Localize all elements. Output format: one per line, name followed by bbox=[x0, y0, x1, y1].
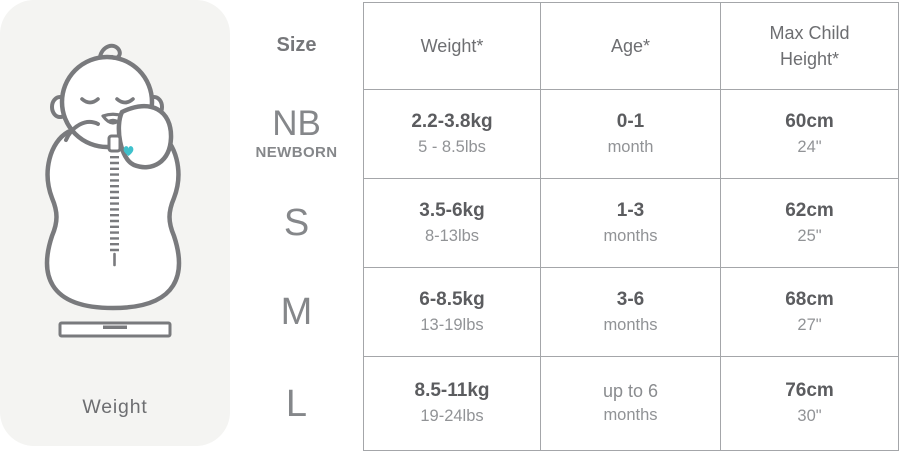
age-unit: month bbox=[607, 137, 654, 156]
height-metric: 68cm bbox=[785, 288, 834, 310]
height-imperial: 30" bbox=[797, 407, 822, 426]
age-cell-m: 3-6 months bbox=[541, 268, 721, 357]
age-range: up to 6 bbox=[602, 381, 659, 402]
swaddle-arm-right bbox=[116, 103, 174, 170]
weight-label: Weight bbox=[82, 396, 148, 418]
column-header-age: Age* bbox=[610, 35, 651, 56]
weight-cell-l: 8.5-11kg 19-24lbs bbox=[364, 357, 541, 450]
baby-eye-right bbox=[115, 97, 135, 105]
size-cell-l: L bbox=[230, 356, 363, 451]
heart-icon bbox=[123, 146, 134, 156]
height-cell-m: 68cm 27" bbox=[721, 268, 898, 357]
size-subtext: NEWBORN bbox=[255, 144, 338, 161]
baby-tongue bbox=[108, 118, 118, 124]
weight-metric: 3.5-6kg bbox=[419, 199, 485, 221]
age-range: 3-6 bbox=[616, 288, 645, 310]
scale-display bbox=[103, 325, 127, 329]
weight-metric: 2.2-3.8kg bbox=[411, 110, 493, 132]
column-header-weight-cell: Weight* bbox=[364, 3, 541, 90]
size-cell-m: M bbox=[230, 267, 363, 356]
size-letter: S bbox=[283, 201, 310, 244]
column-header-max-height: Max Child Height* bbox=[769, 22, 850, 69]
height-metric: 62cm bbox=[785, 199, 834, 221]
scale-base bbox=[58, 321, 172, 338]
height-cell-nb: 60cm 24" bbox=[721, 90, 898, 179]
column-header-weight: Weight* bbox=[420, 35, 484, 56]
swaddle-arm-left bbox=[64, 120, 100, 142]
height-cell-s: 62cm 25" bbox=[721, 179, 898, 268]
height-cell-l: 76cm 30" bbox=[721, 357, 898, 450]
size-letter: L bbox=[285, 382, 308, 425]
zipper-pull bbox=[107, 134, 122, 153]
weight-cell-nb: 2.2-3.8kg 5 - 8.5lbs bbox=[364, 90, 541, 179]
height-imperial: 27" bbox=[797, 315, 822, 334]
weight-panel: Weight bbox=[0, 0, 230, 446]
weight-imperial: 8-13lbs bbox=[424, 226, 480, 245]
height-imperial: 25" bbox=[797, 226, 822, 245]
age-cell-nb: 0-1 month bbox=[541, 90, 721, 179]
height-metric: 60cm bbox=[785, 110, 834, 132]
weight-imperial: 19-24lbs bbox=[420, 407, 484, 426]
height-metric: 76cm bbox=[785, 380, 834, 402]
weight-metric: 6-8.5kg bbox=[419, 288, 485, 310]
size-column: Size NB NEWBORN S M L bbox=[230, 2, 363, 451]
age-cell-s: 1-3 months bbox=[541, 179, 721, 268]
weight-imperial: 5 - 8.5lbs bbox=[418, 137, 486, 156]
age-unit: months bbox=[603, 315, 658, 334]
size-chart-table: Weight* Age* Max Child Height* 2.2-3.8kg… bbox=[363, 2, 899, 451]
size-column-header-cell: Size bbox=[230, 2, 363, 89]
age-cell-l: up to 6 months bbox=[541, 357, 721, 450]
weight-cell-s: 3.5-6kg 8-13lbs bbox=[364, 179, 541, 268]
age-range: 0-1 bbox=[616, 110, 645, 132]
weight-metric: 8.5-11kg bbox=[414, 380, 490, 402]
size-cell-nb: NB NEWBORN bbox=[230, 89, 363, 178]
baby-eye-left bbox=[80, 97, 100, 105]
column-header-age-cell: Age* bbox=[541, 3, 721, 90]
size-letter: M bbox=[280, 290, 313, 333]
height-imperial: 24" bbox=[797, 137, 822, 156]
swaddled-baby-illustration bbox=[44, 43, 182, 338]
age-unit: months bbox=[603, 226, 658, 245]
weight-cell-m: 6-8.5kg 13-19lbs bbox=[364, 268, 541, 357]
weight-imperial: 13-19lbs bbox=[420, 315, 484, 334]
size-letter: NB bbox=[272, 104, 321, 143]
size-cell-s: S bbox=[230, 178, 363, 267]
baby-hair-curl bbox=[98, 43, 122, 60]
age-range: 1-3 bbox=[616, 199, 645, 221]
size-column-header: Size bbox=[276, 34, 317, 56]
column-header-max-height-cell: Max Child Height* bbox=[721, 3, 898, 90]
age-unit: months bbox=[603, 406, 658, 425]
